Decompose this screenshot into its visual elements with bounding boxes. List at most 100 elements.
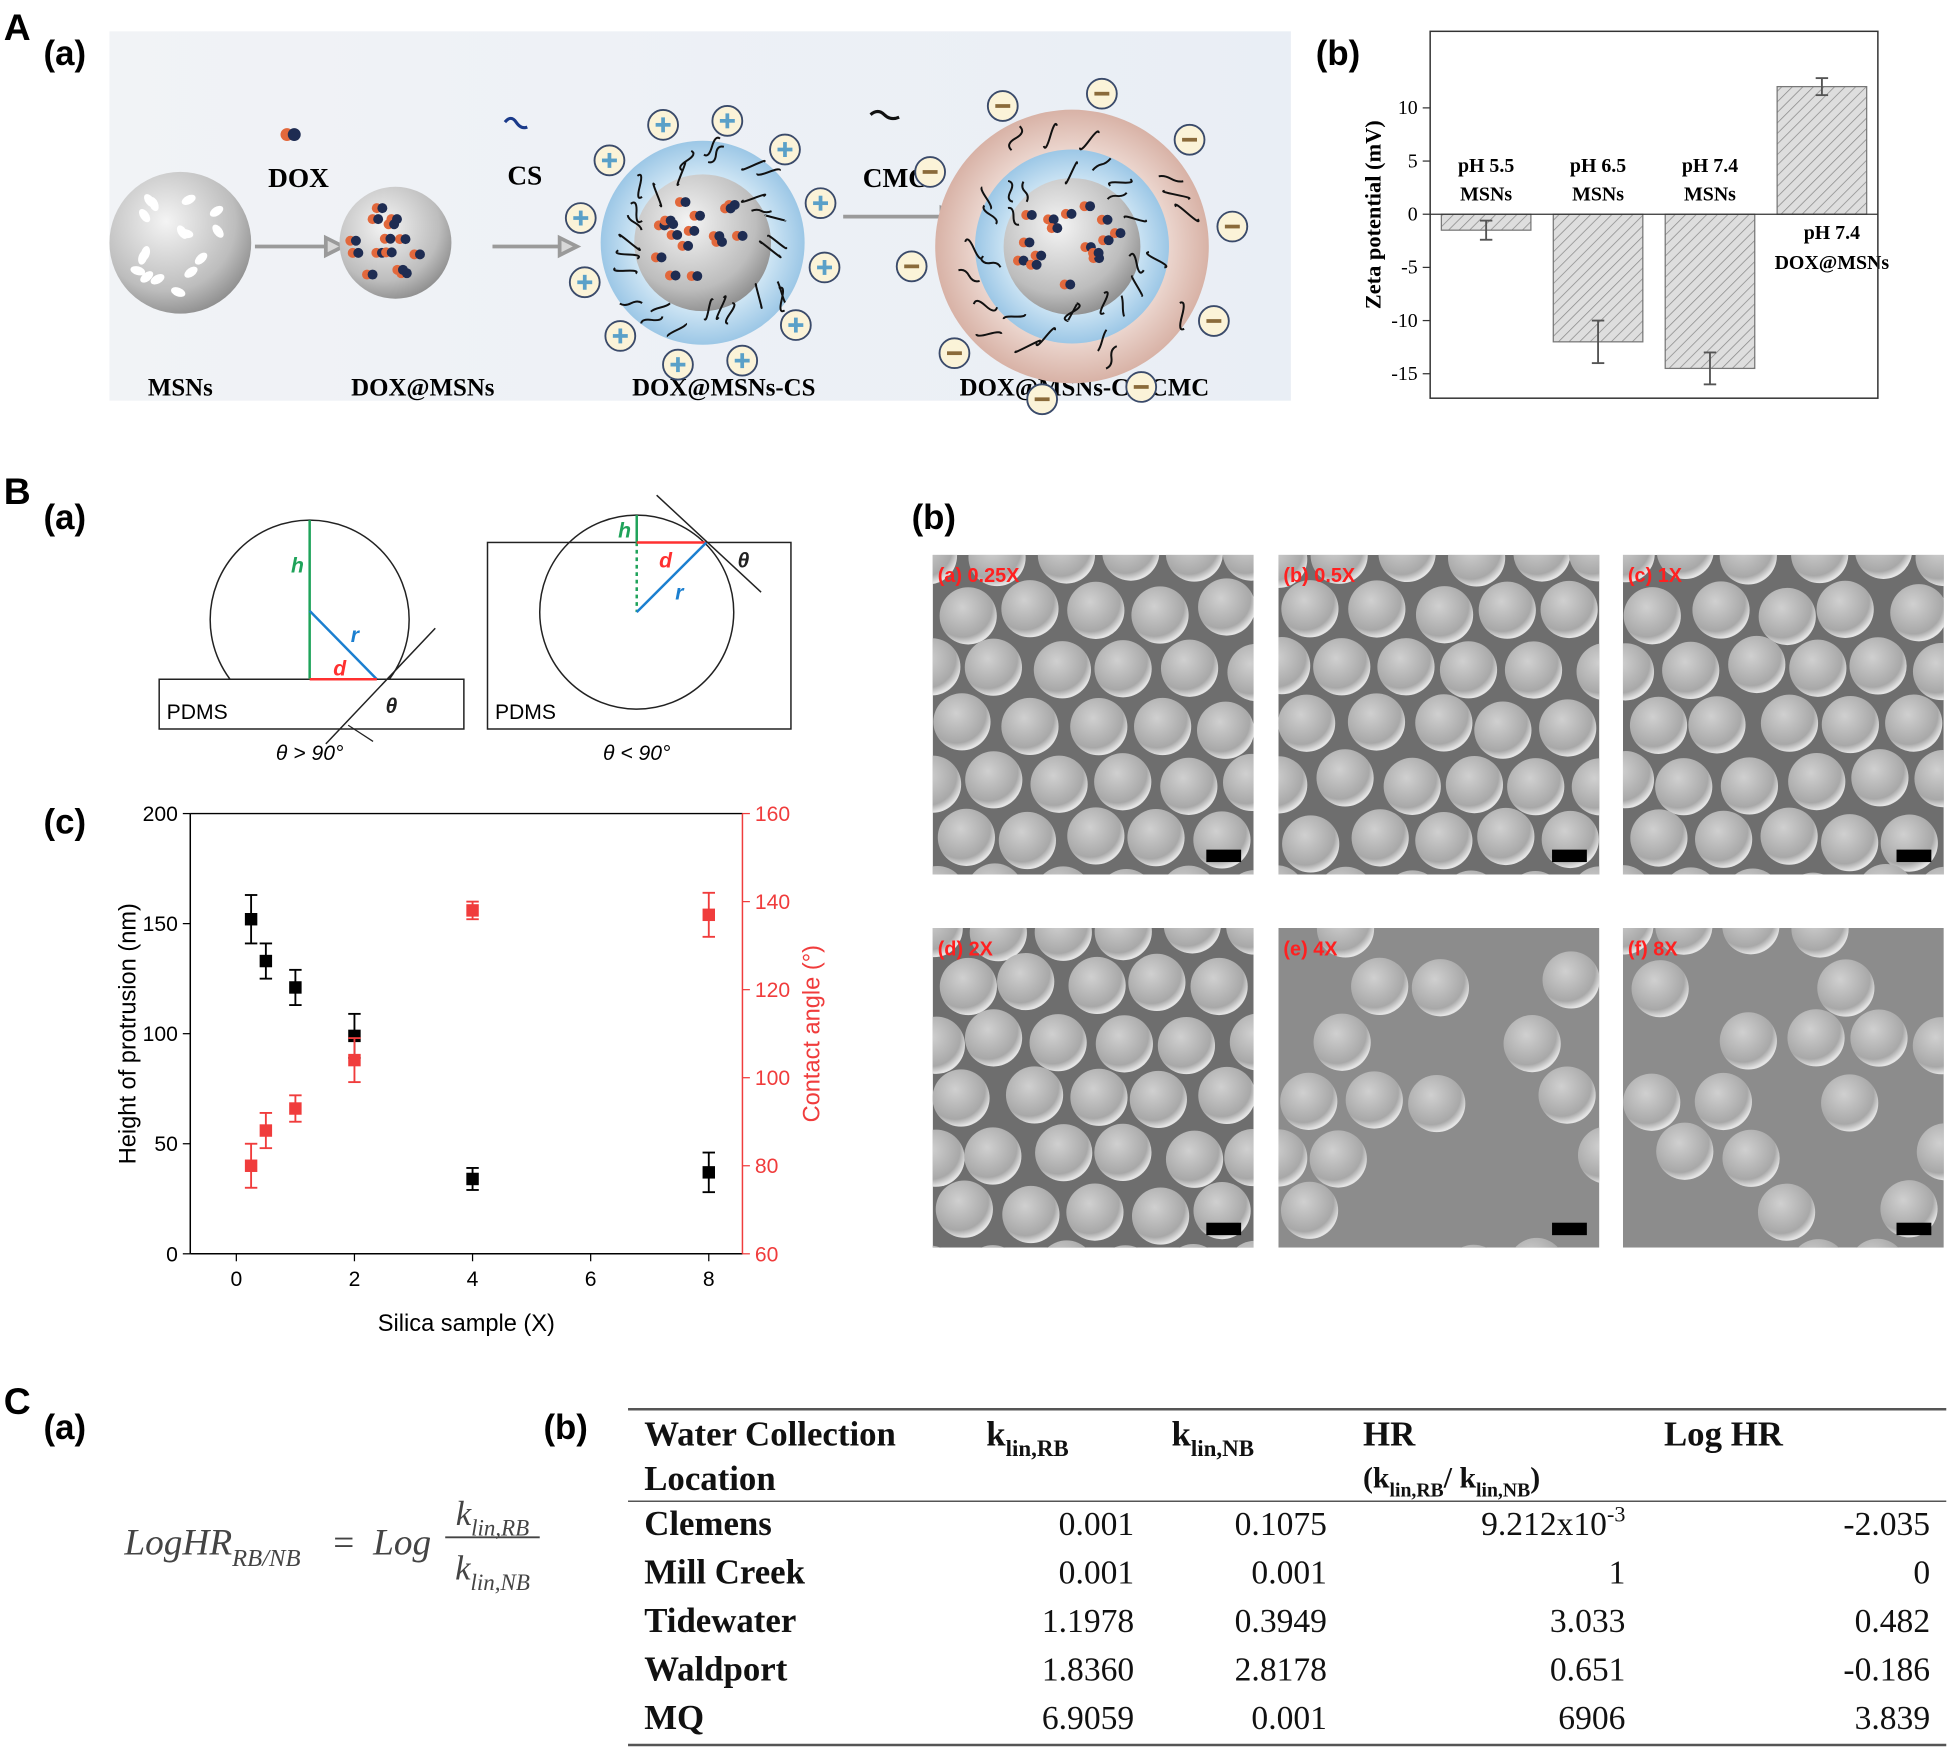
polymer-chain [1097, 329, 1108, 352]
subscript: lin,NB [1476, 1480, 1530, 1502]
panel-letter: B [4, 470, 31, 512]
sem-particle [1507, 758, 1565, 816]
table-cell: 0.482 [1855, 1603, 1931, 1640]
table-cell: 6906 [1558, 1700, 1625, 1737]
polymer-chain [1021, 181, 1029, 203]
polymer-chain [1042, 122, 1058, 149]
drug [714, 231, 725, 242]
pore [178, 229, 194, 239]
sem-particle [1316, 749, 1374, 807]
sem-particle [965, 751, 1023, 809]
sem-particle [1788, 752, 1846, 811]
table-cell: 0.001 [1059, 1554, 1135, 1591]
text-run: 2.8178 [1235, 1651, 1327, 1688]
geometry-label: r [675, 582, 685, 605]
sem-particle [1229, 1013, 1254, 1071]
drug [1066, 208, 1077, 219]
pore [130, 266, 146, 276]
sem-particle [1629, 696, 1688, 754]
y-tick-label: -10 [1391, 310, 1418, 332]
drug [1026, 210, 1037, 220]
subscript: lin,RB [471, 1515, 529, 1540]
stage-label: DOX@MSNs-CS [632, 375, 815, 402]
drug [377, 203, 388, 214]
sem-label: (f) 8X [1628, 938, 1678, 960]
panel-label: (a) [44, 498, 87, 537]
polymer-chain [980, 258, 1002, 268]
table-rules [628, 1408, 1947, 1747]
polymer-chain [703, 298, 714, 321]
pore [140, 271, 154, 283]
polymer-chain [975, 331, 1003, 337]
sem-particle [875, 1074, 932, 1131]
sem-particle [1226, 927, 1254, 955]
text-run: 0.001 [1251, 1554, 1327, 1591]
polymer-chain [1123, 215, 1148, 223]
sem-particle [1579, 866, 1600, 875]
drug [725, 203, 736, 214]
y2-tick-label: 80 [755, 1155, 779, 1178]
y-tick-label: -5 [1401, 257, 1418, 279]
polymer-chain [1007, 206, 1020, 226]
sem-particle [1002, 1185, 1060, 1244]
geometry-label: d [333, 658, 347, 681]
polymer-chain [666, 322, 688, 338]
sem-particle [1722, 1129, 1780, 1187]
equation-lhs: LogHRRB/NB [123, 1523, 300, 1572]
sem-particle [1411, 471, 1468, 528]
y-tick-label: 5 [1408, 150, 1418, 172]
sem-particle [1285, 465, 1342, 522]
sem-particle [1622, 751, 1655, 809]
sem-particle [1033, 641, 1091, 699]
sem-particle [964, 1127, 1022, 1185]
table-cell: 0 [1913, 1554, 1930, 1591]
text-run: 3.033 [1550, 1603, 1626, 1640]
geometry-label: h [291, 554, 304, 577]
table-cell: 0.651 [1550, 1651, 1626, 1688]
sem-particle [1114, 1245, 1137, 1248]
sem-particle [1133, 468, 1190, 525]
sem-particle [1257, 466, 1314, 523]
table-cell: 0.1075 [1235, 1506, 1327, 1543]
drug [287, 128, 301, 142]
row-label: Tidewater [644, 1601, 796, 1640]
sem-particle [1134, 697, 1192, 756]
sem-particle [870, 814, 927, 871]
sem-particle [1478, 581, 1536, 639]
sem-particle [1521, 871, 1549, 875]
sem-particle [1102, 554, 1160, 581]
text-run: 3.839 [1855, 1700, 1931, 1737]
category-label: pH 7.4 [1682, 155, 1738, 177]
sem-particle [1695, 810, 1753, 868]
sem-particle [932, 1016, 965, 1074]
x-tick-label: 8 [703, 1268, 715, 1291]
sem-particle [1474, 701, 1532, 759]
sem-particle [1377, 638, 1435, 696]
sem-particle [1542, 951, 1600, 1009]
sem-particle [1179, 1244, 1208, 1248]
sem-label: (b) 0.5X [1283, 565, 1356, 587]
sem-particle [1309, 1130, 1367, 1188]
row-label: Clemens [644, 1504, 772, 1543]
y-axis-label: Zeta potential (mV) [1360, 120, 1385, 309]
pore [148, 197, 159, 212]
sem-particle [1692, 581, 1750, 639]
scheme-art [109, 77, 1249, 416]
substrate-label: PDMS [167, 701, 228, 724]
x-tick-label: 2 [349, 1268, 361, 1291]
sem-particle [1851, 749, 1909, 807]
sem-particle [1224, 1128, 1254, 1187]
pore [194, 252, 208, 265]
sem-particle [1577, 1127, 1600, 1183]
sem-particle [1005, 1066, 1064, 1124]
y-tick-label: 150 [143, 913, 178, 936]
text-run: k [1171, 1414, 1191, 1453]
pore [181, 194, 196, 205]
sem-particle [1094, 1123, 1152, 1182]
equation-function: Log [372, 1523, 431, 1564]
sem-particle [1348, 580, 1406, 638]
sem-particle [932, 554, 958, 584]
pore [138, 250, 148, 265]
